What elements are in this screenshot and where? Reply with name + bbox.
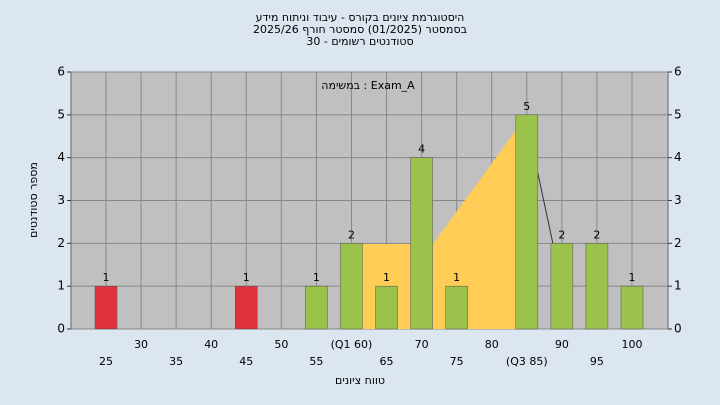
bar [585,243,609,330]
chart-subtitle: סטודנטים רשומים - 30 [306,35,413,48]
bar [550,243,574,330]
y-tick-label: 4 [57,150,65,164]
y-tick-label: 2 [57,236,65,250]
bar [620,285,644,330]
data-label: 2 [348,228,355,241]
bar [375,285,398,330]
y2-tick-label: 4 [674,150,682,164]
y2-tick-label: 2 [674,236,682,250]
x-tick-label: 75 [450,355,464,368]
x-tick-label: 70 [415,338,429,351]
x-axis-label: טווח ציונים [335,374,385,387]
x-tick-label: (Q1 60) [331,338,373,351]
data-label: 4 [418,143,425,156]
data-label: 5 [523,100,530,113]
y2-tick-label: 0 [674,322,682,336]
x-tick-label: 45 [239,355,253,368]
bar [94,285,118,330]
x-tick-label: 100 [622,338,643,351]
data-label: 1 [453,271,460,284]
x-tick-label: 95 [590,355,604,368]
chart-title: היסטוגרמת ציונים בקורס - עיבוד וניתוח מי… [256,11,465,24]
bars: 1 1 1 2 1 4 1 5 2 2 1 [94,100,644,330]
bar [305,285,328,330]
bar [340,243,363,330]
chart-subtitle: בסמסטר (01/2025) סמסטר חורף 2025/26 [253,23,467,36]
data-label: 1 [313,271,320,284]
y-tick-label: 3 [57,193,65,207]
y-tick-label: 1 [57,279,65,293]
y-tick-label: 5 [57,107,65,121]
y2-tick-label: 1 [674,279,682,293]
quartile-area [362,115,527,329]
y-tick-label: 6 [57,65,65,79]
bar [445,285,468,330]
x-tick-label: 30 [134,338,148,351]
y-axis-label: מספר סטודנטים [27,162,40,238]
x-tick-label: (Q3 85) [506,355,548,368]
x-tick-label: 65 [380,355,394,368]
x-tick-label: 35 [169,355,183,368]
y2-tick-label: 5 [674,107,682,121]
data-label: 1 [629,271,636,284]
bar [515,114,539,330]
data-label: 1 [243,271,250,284]
x-tick-label: 80 [485,338,499,351]
x-tick-label: 55 [309,355,323,368]
x-tick-label: 25 [99,355,113,368]
bar [410,157,433,330]
y2-tick-label: 6 [674,65,682,79]
annotation: במשימה : Exam_A [321,79,415,92]
data-label: 2 [558,228,565,241]
x-tick-label: 40 [204,338,218,351]
y-tick-label: 0 [57,322,65,336]
x-tick-label: 50 [274,338,288,351]
data-label: 2 [593,228,600,241]
bar [235,285,258,330]
data-label: 1 [103,271,110,284]
x-tick-label: 90 [555,338,569,351]
data-label: 1 [383,271,390,284]
y2-tick-label: 3 [674,193,682,207]
